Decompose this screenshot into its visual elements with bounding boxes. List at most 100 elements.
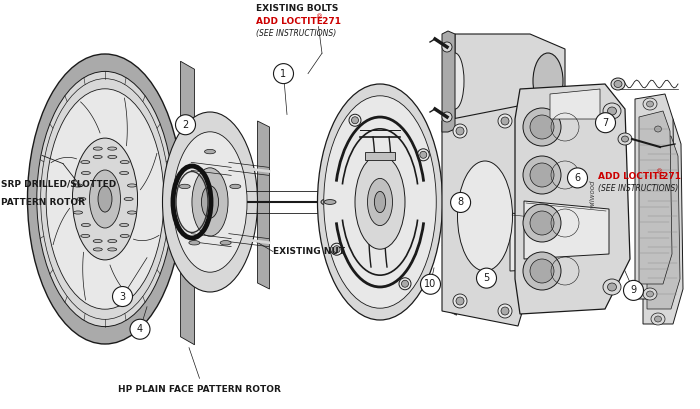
Ellipse shape bbox=[402, 280, 409, 287]
Ellipse shape bbox=[446, 53, 464, 109]
Ellipse shape bbox=[321, 198, 339, 206]
Text: (SEE INSTRUCTIONS): (SEE INSTRUCTIONS) bbox=[256, 29, 336, 38]
Text: ®: ® bbox=[656, 170, 663, 175]
Ellipse shape bbox=[46, 89, 164, 309]
Ellipse shape bbox=[530, 259, 554, 283]
Ellipse shape bbox=[93, 240, 102, 243]
Ellipse shape bbox=[108, 248, 117, 251]
Text: ®: ® bbox=[316, 14, 323, 20]
Ellipse shape bbox=[318, 84, 442, 320]
Ellipse shape bbox=[80, 234, 90, 238]
Text: ADD LOCTITE: ADD LOCTITE bbox=[598, 172, 666, 181]
Ellipse shape bbox=[399, 278, 411, 290]
Text: 10: 10 bbox=[424, 279, 437, 289]
Ellipse shape bbox=[530, 211, 554, 235]
Ellipse shape bbox=[127, 211, 136, 214]
Text: EXISTING NUT: EXISTING NUT bbox=[273, 247, 345, 256]
Ellipse shape bbox=[453, 124, 467, 138]
Ellipse shape bbox=[93, 147, 102, 150]
Circle shape bbox=[421, 274, 440, 294]
Ellipse shape bbox=[74, 211, 83, 214]
Ellipse shape bbox=[368, 178, 393, 226]
Ellipse shape bbox=[204, 149, 216, 154]
Ellipse shape bbox=[179, 184, 190, 189]
Ellipse shape bbox=[81, 223, 90, 227]
Text: 1: 1 bbox=[281, 69, 286, 79]
Polygon shape bbox=[515, 84, 630, 314]
Ellipse shape bbox=[77, 198, 86, 200]
Ellipse shape bbox=[611, 78, 625, 90]
Ellipse shape bbox=[37, 72, 173, 327]
Ellipse shape bbox=[654, 316, 661, 322]
Text: 271: 271 bbox=[659, 172, 681, 181]
Text: 3: 3 bbox=[120, 292, 125, 301]
Ellipse shape bbox=[420, 151, 427, 158]
Text: 5: 5 bbox=[484, 273, 489, 283]
Circle shape bbox=[176, 115, 195, 135]
Polygon shape bbox=[643, 119, 683, 324]
Ellipse shape bbox=[498, 304, 512, 318]
Ellipse shape bbox=[120, 160, 130, 164]
Ellipse shape bbox=[93, 155, 102, 159]
Text: 6: 6 bbox=[575, 173, 580, 183]
Polygon shape bbox=[550, 89, 600, 119]
Ellipse shape bbox=[108, 147, 117, 150]
Polygon shape bbox=[442, 96, 456, 315]
Polygon shape bbox=[639, 111, 672, 284]
Ellipse shape bbox=[98, 186, 112, 212]
Ellipse shape bbox=[523, 108, 561, 146]
Ellipse shape bbox=[618, 133, 632, 145]
Text: HP PLAIN FACE PATTERN ROTOR: HP PLAIN FACE PATTERN ROTOR bbox=[118, 385, 281, 394]
Ellipse shape bbox=[501, 117, 509, 125]
Ellipse shape bbox=[93, 248, 102, 251]
Ellipse shape bbox=[523, 252, 561, 290]
Ellipse shape bbox=[608, 107, 617, 115]
Ellipse shape bbox=[458, 161, 512, 271]
Ellipse shape bbox=[73, 138, 137, 260]
Circle shape bbox=[130, 319, 150, 339]
Ellipse shape bbox=[442, 112, 452, 122]
Ellipse shape bbox=[189, 240, 200, 245]
Ellipse shape bbox=[202, 186, 218, 218]
Ellipse shape bbox=[127, 184, 136, 187]
Circle shape bbox=[451, 193, 470, 212]
Ellipse shape bbox=[442, 42, 452, 52]
Polygon shape bbox=[181, 61, 195, 345]
Text: SRP DRILLED/SLOTTED: SRP DRILLED/SLOTTED bbox=[1, 180, 117, 189]
Text: wilwood: wilwood bbox=[589, 180, 595, 208]
Text: 271: 271 bbox=[319, 17, 341, 26]
Ellipse shape bbox=[323, 96, 436, 308]
Polygon shape bbox=[635, 94, 675, 299]
Ellipse shape bbox=[654, 126, 661, 132]
Text: 8: 8 bbox=[458, 198, 463, 207]
Circle shape bbox=[596, 113, 615, 133]
Ellipse shape bbox=[192, 168, 228, 236]
Ellipse shape bbox=[530, 115, 554, 139]
Ellipse shape bbox=[108, 240, 117, 243]
Text: 7: 7 bbox=[603, 118, 608, 128]
Circle shape bbox=[477, 268, 496, 288]
Ellipse shape bbox=[643, 288, 657, 300]
Ellipse shape bbox=[162, 112, 258, 292]
Ellipse shape bbox=[220, 240, 231, 245]
Polygon shape bbox=[258, 121, 270, 289]
Ellipse shape bbox=[124, 198, 133, 200]
Ellipse shape bbox=[647, 291, 654, 297]
Ellipse shape bbox=[530, 163, 554, 187]
Ellipse shape bbox=[608, 283, 617, 291]
Ellipse shape bbox=[351, 117, 358, 124]
Text: 2: 2 bbox=[183, 120, 188, 130]
Polygon shape bbox=[455, 34, 565, 129]
Text: ADD LOCTITE: ADD LOCTITE bbox=[256, 17, 323, 26]
Ellipse shape bbox=[374, 191, 386, 213]
Circle shape bbox=[568, 168, 587, 188]
Ellipse shape bbox=[27, 54, 183, 344]
Ellipse shape bbox=[501, 307, 509, 315]
Circle shape bbox=[113, 287, 132, 306]
Ellipse shape bbox=[643, 98, 657, 110]
Ellipse shape bbox=[647, 101, 654, 107]
Ellipse shape bbox=[456, 127, 464, 135]
Ellipse shape bbox=[324, 200, 336, 204]
Ellipse shape bbox=[523, 204, 561, 242]
Ellipse shape bbox=[456, 297, 464, 305]
